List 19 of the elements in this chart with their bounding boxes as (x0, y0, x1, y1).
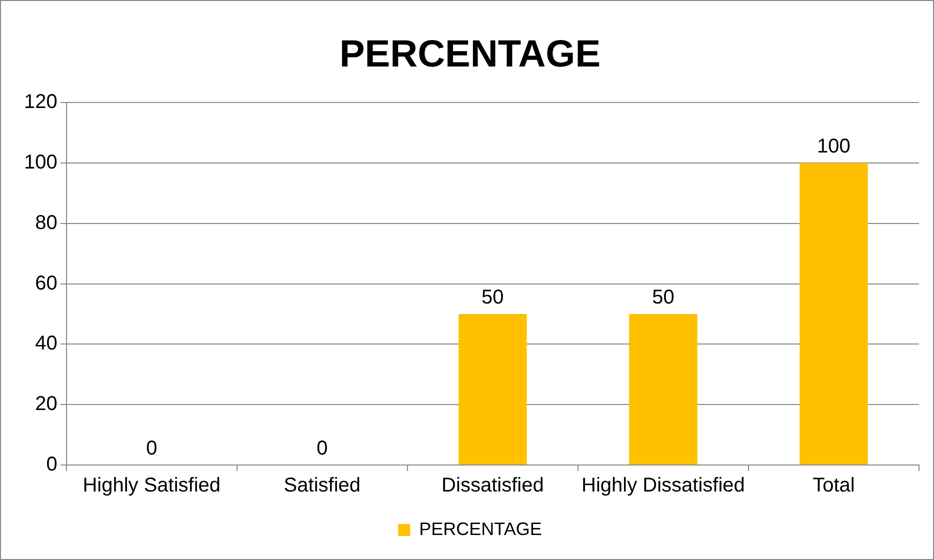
data-label: 50 (482, 286, 504, 309)
x-tick-label: Highly Dissatisfied (582, 474, 745, 497)
data-label: 100 (817, 136, 850, 158)
y-tick-label: 40 (35, 332, 58, 355)
x-tick-label: Highly Satisfied (82, 474, 221, 497)
y-tick-label: 0 (46, 454, 58, 476)
y-tick-label: 20 (35, 393, 58, 416)
y-tick-label: 100 (24, 152, 58, 174)
y-tick-label: 80 (35, 212, 58, 234)
x-tick-label: Dissatisfied (442, 474, 544, 497)
data-label: 0 (316, 438, 328, 460)
x-tick-label: Satisfied (284, 474, 361, 497)
y-tick-label: 60 (35, 272, 58, 294)
legend-label: PERCENTAGE (419, 518, 542, 539)
data-label: 0 (146, 438, 158, 460)
x-tick-label: Total (812, 474, 855, 497)
data-label: 50 (652, 286, 674, 309)
chart-title: PERCENTAGE (339, 33, 601, 76)
y-tick-label: 120 (24, 91, 58, 114)
